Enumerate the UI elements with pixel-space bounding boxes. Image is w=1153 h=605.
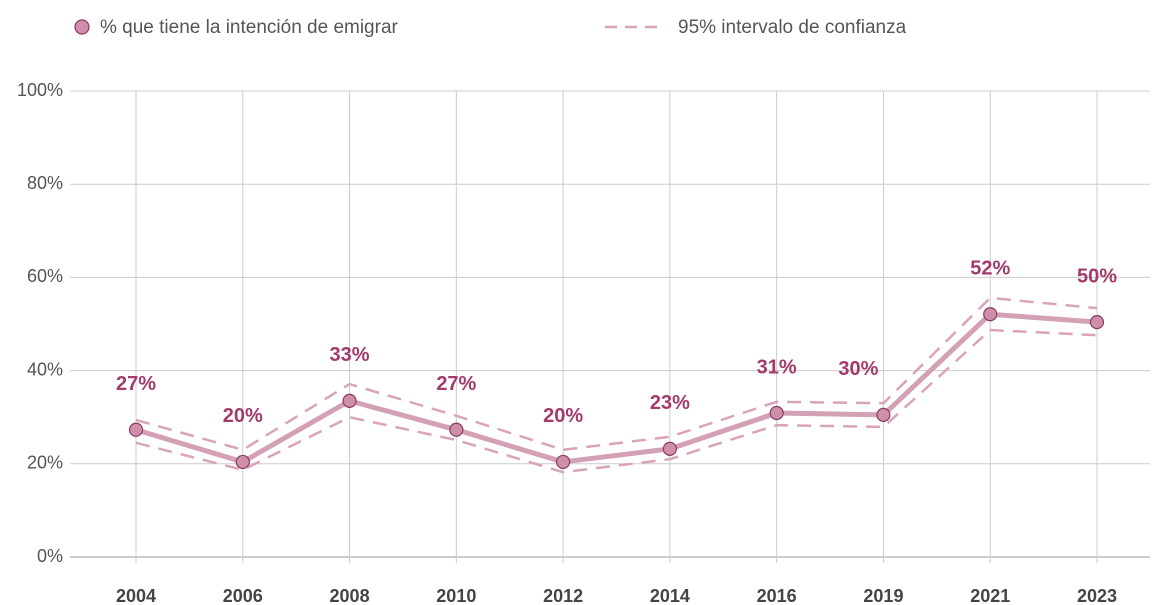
data-label: 52%: [970, 257, 1010, 279]
data-label: 33%: [330, 344, 370, 366]
y-tick-label: 100%: [17, 80, 63, 100]
x-tick-label: 2008: [330, 586, 370, 605]
x-tick-label: 2016: [757, 586, 797, 605]
x-tick-label: 2010: [436, 586, 476, 605]
point: [983, 307, 998, 322]
point: [342, 393, 357, 408]
point: [556, 454, 571, 470]
data-label: 30%: [838, 358, 878, 380]
point: [128, 422, 144, 437]
data-label: 23%: [650, 392, 690, 414]
x-tick-label: 2006: [223, 586, 263, 605]
legend-marker: [74, 19, 90, 35]
y-tick-label: 40%: [27, 359, 63, 379]
x-tick-label: 2014: [650, 586, 690, 605]
data-label: 20%: [543, 405, 583, 427]
y-tick-label: 20%: [27, 453, 63, 473]
point: [1089, 315, 1105, 330]
data-label: 20%: [223, 405, 263, 427]
point: [876, 407, 891, 422]
data-label: 50%: [1077, 265, 1117, 287]
x-tick-label: 2021: [970, 586, 1010, 605]
y-tick-label: 80%: [27, 173, 63, 193]
point: [769, 405, 784, 421]
x-tick-label: 2023: [1077, 586, 1117, 605]
point: [235, 454, 250, 470]
legend-label: 95% intervalo de confianza: [678, 17, 907, 38]
data-label: 27%: [436, 373, 476, 395]
x-tick-label: 2012: [543, 586, 583, 605]
legend-label: % que tiene la intención de emigrar: [100, 17, 399, 38]
y-tick-label: 0%: [37, 546, 63, 566]
data-label: 31%: [757, 356, 797, 378]
point: [662, 441, 677, 456]
series-line: [135, 311, 1098, 465]
ci-line: [135, 328, 1098, 474]
legend: % que tiene la intención de emigrar 95% …: [74, 17, 907, 38]
x-tick-label: 2004: [116, 586, 156, 605]
point: [449, 422, 464, 437]
x-tick-label: 2019: [863, 586, 903, 605]
ci-line: [135, 296, 1098, 452]
y-tick-label: 60%: [27, 266, 63, 286]
data-label: 27%: [116, 373, 156, 395]
